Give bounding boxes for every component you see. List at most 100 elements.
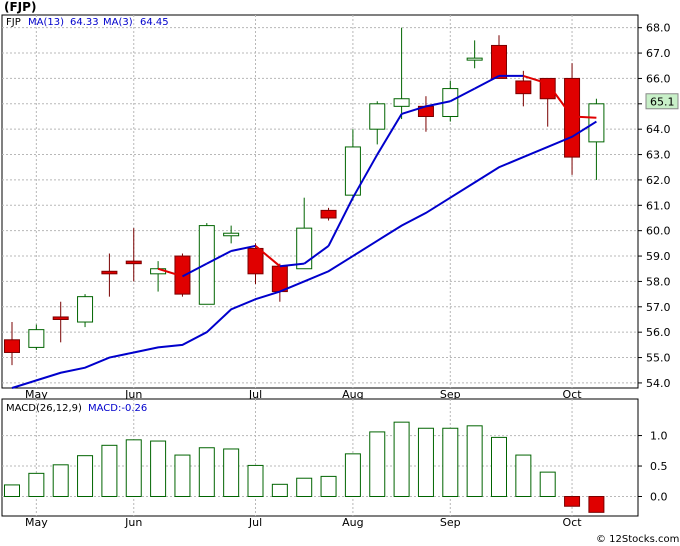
candle-body xyxy=(52,316,69,320)
price-y-tick-label: 59.0 xyxy=(646,250,671,263)
candlestick xyxy=(101,253,118,297)
macd-y-tick-label: 0.5 xyxy=(650,460,668,473)
price-y-tick-label: 63.0 xyxy=(646,149,671,162)
macd-x-tick-label: May xyxy=(25,516,48,529)
candle-body xyxy=(198,225,215,305)
legend-symbol: FJP xyxy=(6,17,21,28)
candlestick xyxy=(198,223,215,305)
candlestick xyxy=(125,228,142,282)
price-y-tick-label: 68.0 xyxy=(646,22,671,35)
ma3-segment xyxy=(376,113,403,156)
legend-ma3-label: MA(3) xyxy=(103,17,133,28)
last-price-text: 65.1 xyxy=(650,95,675,108)
macd-bar xyxy=(369,431,386,497)
macd-bar xyxy=(466,425,483,497)
candle-body xyxy=(174,255,191,295)
candlestick xyxy=(296,197,313,270)
macd-y-axis: 0.0 0.5 1.0 xyxy=(638,430,668,504)
macd-bar xyxy=(344,453,361,497)
ma3-segment xyxy=(546,82,573,118)
candle-body xyxy=(320,209,337,219)
price-y-tick-label: 64.0 xyxy=(646,123,671,136)
macd-bar xyxy=(198,447,215,497)
ma3-segment xyxy=(523,74,548,85)
macd-bar xyxy=(393,421,410,497)
price-y-tick-label: 66.0 xyxy=(646,72,671,85)
candlestick xyxy=(466,40,483,69)
price-x-tick-label: Aug xyxy=(342,388,363,401)
price-x-tick-label: Sep xyxy=(440,388,461,401)
price-x-tick-label: Jul xyxy=(248,388,262,401)
candlestick xyxy=(369,101,386,145)
macd-bar xyxy=(52,464,69,497)
price-y-tick-label: 54.0 xyxy=(646,377,671,390)
ma3-segment xyxy=(206,250,232,265)
ma3-segment xyxy=(327,197,354,247)
last-price-box xyxy=(645,93,679,110)
candle-body xyxy=(539,77,556,100)
candle-body xyxy=(344,146,361,196)
ma3-segment xyxy=(401,105,427,115)
candle-body xyxy=(393,98,410,107)
candle-body xyxy=(125,260,142,265)
candle-body xyxy=(247,247,264,275)
candlestick xyxy=(77,294,94,328)
candle-body xyxy=(77,296,94,323)
candlestick xyxy=(344,129,361,201)
candlestick xyxy=(320,207,337,221)
ma3-segment xyxy=(279,262,305,268)
macd-y-tick-label: 1.0 xyxy=(650,430,668,443)
macd-legend: MACD(26,12,9) MACD:-0.26 xyxy=(6,403,147,414)
macd-x-tick-label: Oct xyxy=(563,516,583,529)
candlestick xyxy=(247,243,264,284)
macd-bar xyxy=(564,496,581,507)
candlestick xyxy=(491,35,507,79)
macd-legend-label: MACD(26,12,9) xyxy=(6,403,82,414)
ma3-segment xyxy=(157,267,183,278)
macd-x-tick-label: Aug xyxy=(342,516,363,529)
macd-bar xyxy=(125,439,142,497)
candle-body xyxy=(466,57,483,61)
chart-title: (FJP) xyxy=(4,0,36,14)
candlestick xyxy=(539,77,556,127)
ma3-segment xyxy=(425,100,451,108)
candlestick xyxy=(52,301,69,343)
price-y-tick-label: 58.0 xyxy=(646,275,671,288)
candle-body xyxy=(28,329,45,348)
candle-body xyxy=(588,103,605,143)
price-moving-averages xyxy=(11,74,597,389)
macd-panel xyxy=(1,398,639,517)
ma3-segment xyxy=(449,87,476,103)
price-x-tick-label: May xyxy=(25,388,48,401)
price-y-tick-label: 67.0 xyxy=(646,47,671,60)
ma13-line xyxy=(11,120,597,389)
price-panel xyxy=(1,14,639,389)
legend-ma3-value: 64.45 xyxy=(140,17,169,28)
price-x-axis: May Jun Jul Aug Sep Oct xyxy=(25,388,582,401)
candlestick xyxy=(393,27,410,120)
ma3-segment xyxy=(474,75,500,90)
macd-bar xyxy=(442,427,459,497)
candlestick xyxy=(588,98,605,180)
ma3-segment xyxy=(254,245,281,267)
price-y-tick-label: 62.0 xyxy=(646,174,671,187)
price-y-tick-label: 61.0 xyxy=(646,199,671,212)
candle-body xyxy=(491,44,507,79)
candlestick xyxy=(28,324,45,350)
macd-bar xyxy=(28,472,45,497)
candlestick xyxy=(515,70,532,107)
candle-body xyxy=(223,232,240,237)
macd-x-tick-label: Sep xyxy=(440,516,461,529)
candlestick xyxy=(223,225,240,244)
macd-y-tick-label: 0.0 xyxy=(650,491,668,504)
price-y-tick-label: 56.0 xyxy=(646,326,671,339)
candlestick xyxy=(271,263,288,302)
ma3-segment xyxy=(230,244,256,252)
ma3-segment xyxy=(352,154,379,199)
last-price-marker: 65.1 xyxy=(645,93,679,110)
macd-bar xyxy=(539,471,556,497)
macd-bar xyxy=(296,477,313,497)
price-candles xyxy=(4,27,605,366)
macd-bar xyxy=(515,454,532,497)
candlestick xyxy=(174,253,191,297)
